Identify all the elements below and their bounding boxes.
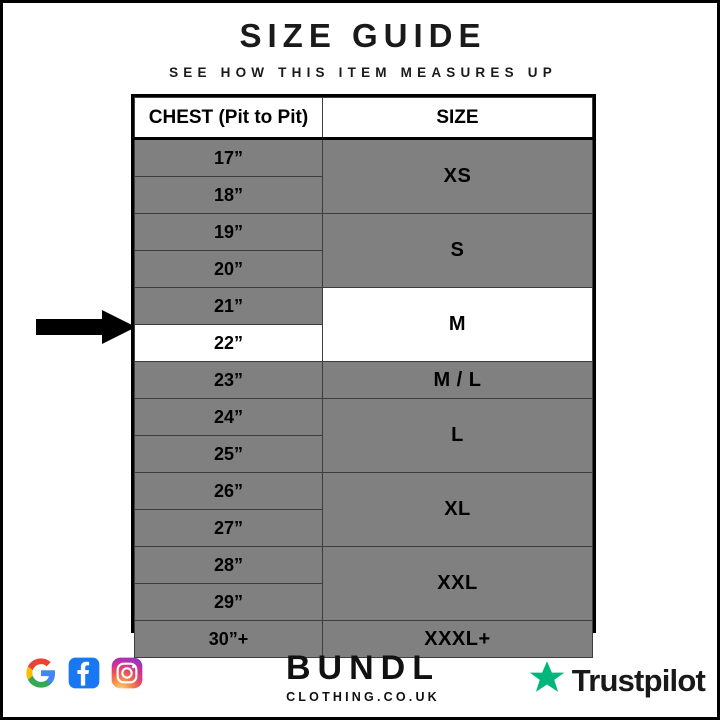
column-header-size: SIZE (321, 97, 594, 140)
page-subtitle: SEE HOW THIS ITEM MEASURES UP (169, 64, 557, 80)
measurement-cell: 27” (134, 509, 323, 547)
size-cell: XXL (321, 546, 594, 621)
size-table-container: CHEST (Pit to Pit) SIZE 17” XS 18” 19” S 20” 2… (131, 94, 596, 658)
measurement-cell: 28” (134, 546, 323, 584)
size-cell: XL (321, 472, 594, 547)
size-cell: L (321, 398, 594, 473)
table-row: 24” L (134, 398, 594, 473)
footer: BUNDL CLOTHING.CO.UK Trustpilot (3, 643, 717, 717)
table-body: 17” XS 18” 19” S 20” 21” M 22” 23” M / L 24” L 25” 26”… (134, 138, 594, 658)
brand-logo: BUNDL CLOTHING.CO.UK (3, 649, 717, 704)
size-cell: XXXL+ (321, 620, 594, 658)
measurement-cell: 21” (134, 287, 323, 325)
trustpilot-wordmark: Trustpilot (571, 663, 706, 698)
measurement-cell: 22” (134, 324, 323, 362)
size-cell: XS (321, 138, 594, 214)
measurement-cell: 25” (134, 435, 323, 473)
measurement-cell: 20” (134, 250, 323, 288)
table-row: 25” (134, 435, 593, 473)
page-title: SIZE GUIDE (239, 17, 487, 54)
table-head: CHEST (Pit to Pit) SIZE (134, 97, 594, 140)
social-icons (25, 657, 143, 694)
measurement-cell: 23” (134, 361, 323, 399)
size-table: CHEST (Pit to Pit) SIZE 17” XS 18” 19” S 20” 2… (134, 97, 594, 658)
table-row: 27” (134, 509, 593, 547)
measurement-cell: 18” (134, 176, 323, 214)
table-row: 21” M (134, 287, 594, 362)
google-icon[interactable] (25, 657, 57, 694)
brand-domain: CLOTHING.CO.UK (286, 690, 440, 704)
table-row: 17” XS (134, 138, 594, 214)
trustpilot-logo[interactable]: Trustpilot (528, 659, 706, 702)
size-cell: S (321, 213, 594, 288)
measurement-cell: 19” (134, 213, 323, 251)
size-cell: M (321, 287, 594, 362)
table-row: 20” (134, 250, 593, 288)
table-header-row: CHEST (Pit to Pit) SIZE (134, 97, 594, 140)
table-row: 28” XXL (134, 546, 594, 621)
measurement-cell: 24” (134, 398, 323, 436)
table-row: 18” (134, 176, 593, 214)
table-row: 26” XL (134, 472, 594, 547)
measurement-cell: 29” (134, 583, 323, 621)
measurement-cell: 26” (134, 472, 323, 510)
header: SIZE GUIDE SEE HOW THIS ITEM MEASURES UP (3, 17, 717, 80)
table-row: 30”+ XXXL+ (134, 620, 594, 658)
right-arrow-icon (36, 310, 136, 344)
table-row: 23” M / L (134, 361, 594, 399)
measurement-cell: 17” (134, 138, 323, 177)
instagram-icon[interactable] (111, 657, 143, 694)
table-row: 29” (134, 583, 593, 621)
trustpilot-star-icon (528, 659, 566, 702)
measurement-cell: 30”+ (134, 620, 323, 658)
brand-name: BUNDL (286, 649, 440, 687)
table-row: 19” S (134, 213, 594, 288)
column-header-chest: CHEST (Pit to Pit) (134, 97, 323, 140)
size-cell: M / L (321, 361, 594, 399)
facebook-icon[interactable] (68, 657, 100, 694)
